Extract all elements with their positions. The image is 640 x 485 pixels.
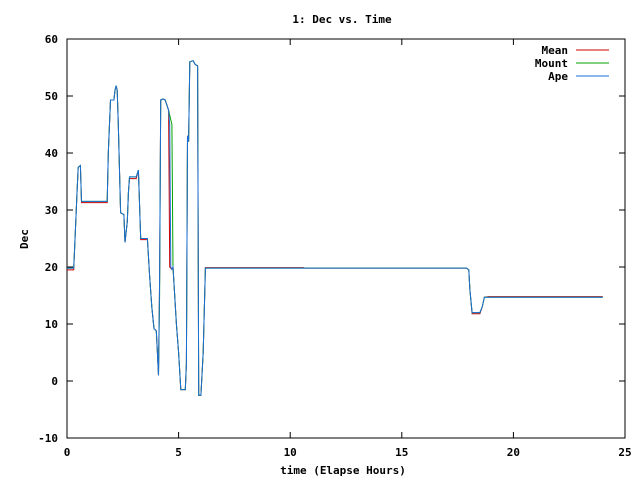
axis-ticks: 0 5 10 15 20 25 -10 0 10 20 30 40 50 60 [38, 33, 632, 459]
y-tick-label: 40 [45, 147, 58, 160]
y-tick-label: 20 [45, 261, 58, 274]
x-tick-label: 15 [395, 446, 408, 459]
y-tick-label: 10 [45, 318, 58, 331]
series-line-ape [67, 60, 603, 396]
y-tick-label: 60 [45, 33, 58, 46]
x-tick-label: 20 [507, 446, 520, 459]
legend-label-ape: Ape [548, 70, 568, 83]
series-line-mount [67, 60, 603, 396]
y-tick-label: 50 [45, 90, 58, 103]
y-axis-label: Dec [18, 229, 31, 249]
x-axis-label: time (Elapse Hours) [280, 464, 406, 477]
x-tick-label: 0 [64, 446, 71, 459]
legend-label-mount: Mount [535, 57, 568, 70]
y-tick-label: 30 [45, 204, 58, 217]
x-tick-label: 25 [618, 446, 631, 459]
chart-title: 1: Dec vs. Time [292, 13, 392, 26]
y-tick-label: -10 [38, 432, 58, 445]
plot-frame [66, 38, 626, 439]
series-lines [67, 60, 603, 396]
legend-label-mean: Mean [542, 44, 569, 57]
x-tick-label: 5 [175, 446, 182, 459]
y-tick-label: 0 [51, 375, 58, 388]
series-line-mean [67, 60, 603, 396]
x-tick-label: 10 [284, 446, 297, 459]
